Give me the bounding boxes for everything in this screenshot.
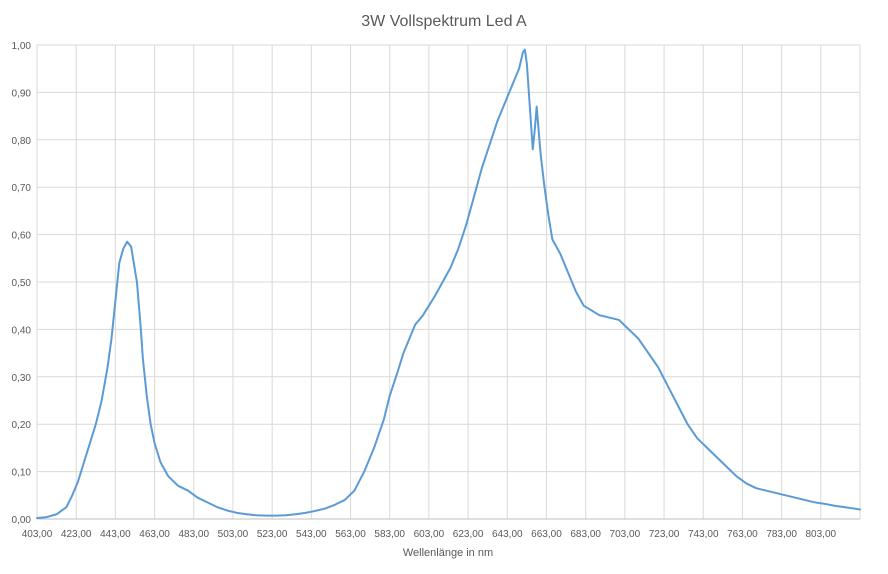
y-tick-label: 0,70: [12, 183, 32, 194]
y-tick-label: 0,50: [12, 278, 32, 289]
x-tick-label: 663,00: [531, 529, 562, 540]
x-tick-label: 743,00: [688, 529, 719, 540]
axes: 0,00 0,10 0,20 0,30 0,40 0,50 0,60 0,70 0,80 0,90…: [12, 41, 860, 540]
grid: [36, 44, 861, 520]
x-tick-label: 803,00: [806, 529, 837, 540]
y-tick-label: 0,20: [12, 420, 32, 431]
x-tick-label: 683,00: [570, 529, 601, 540]
x-tick-label: 703,00: [610, 529, 641, 540]
y-tick-label: 0,30: [12, 373, 32, 384]
y-tick-label: 0,00: [12, 515, 32, 526]
x-tick-label: 723,00: [649, 529, 680, 540]
x-tick-label: 543,00: [296, 529, 327, 540]
x-tick-label: 763,00: [727, 529, 758, 540]
series-line: [36, 48, 861, 520]
x-tick-label: 603,00: [414, 529, 445, 540]
y-tick-label: 0,10: [12, 468, 32, 479]
x-tick-label: 523,00: [257, 529, 288, 540]
x-tick-label: 483,00: [178, 529, 209, 540]
y-tick-label: 0,90: [12, 88, 32, 99]
x-tick-label: 403,00: [22, 529, 53, 540]
x-tick-label: 643,00: [492, 529, 523, 540]
x-tick-label: 423,00: [61, 529, 92, 540]
y-tick-label: 0,60: [12, 231, 32, 242]
y-tick-label: 0,80: [12, 136, 32, 147]
chart-title: 3W Vollspektrum Led A: [361, 13, 527, 30]
x-tick-label: 503,00: [218, 529, 249, 540]
x-tick-label: 443,00: [100, 529, 131, 540]
x-tick-label: 623,00: [453, 529, 484, 540]
x-axis-title: Wellenlänge in nm: [403, 547, 493, 559]
x-tick-label: 463,00: [139, 529, 170, 540]
x-tick-label: 783,00: [766, 529, 797, 540]
series-layer: [36, 48, 861, 520]
x-tick-label: 583,00: [374, 529, 405, 540]
x-tick-label: 563,00: [335, 529, 366, 540]
y-tick-label: 1,00: [12, 41, 32, 52]
y-tick-label: 0,40: [12, 325, 32, 336]
